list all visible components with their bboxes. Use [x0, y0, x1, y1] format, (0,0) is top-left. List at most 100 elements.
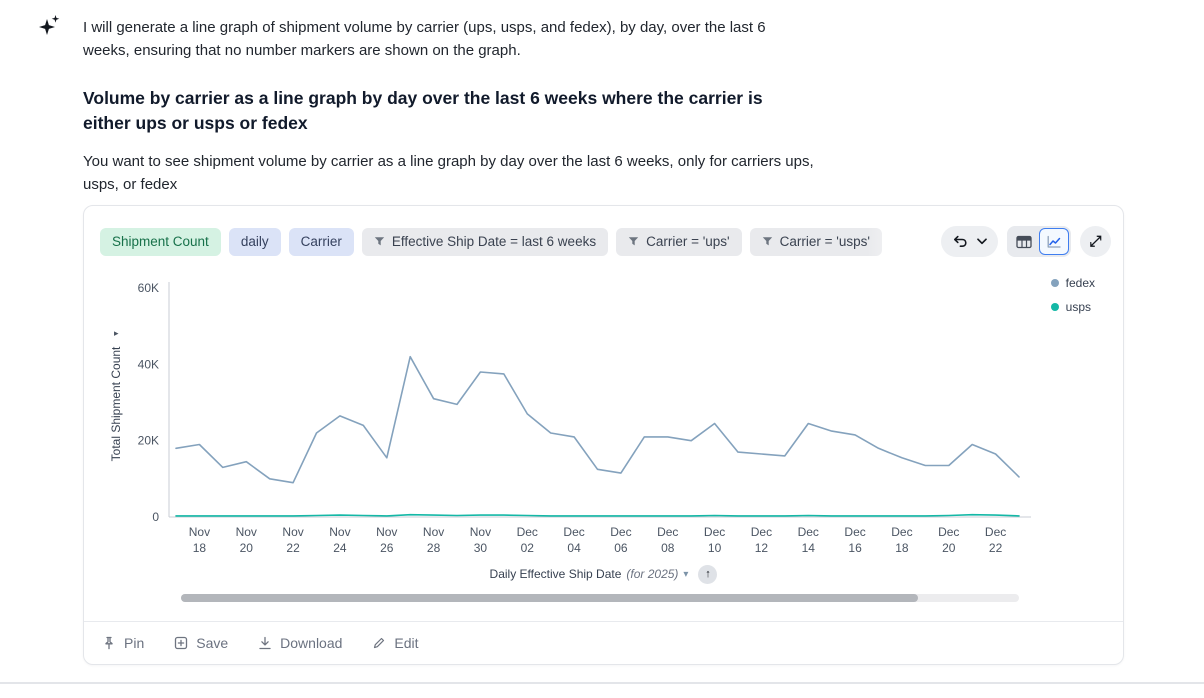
svg-text:22: 22 [286, 541, 300, 555]
pencil-icon [374, 637, 385, 649]
y-axis-caret-icon[interactable]: ▸ [114, 328, 119, 338]
chip-label: Shipment Count [112, 234, 209, 249]
query-description: You want to see shipment volume by carri… [83, 153, 814, 194]
chip-dimension-carrier[interactable]: Carrier [288, 227, 354, 256]
pin-button[interactable]: Pin [102, 635, 144, 651]
sparkle-icon [39, 15, 60, 35]
svg-text:20K: 20K [138, 434, 159, 448]
legend-label: usps [1065, 300, 1091, 314]
svg-text:Nov: Nov [423, 525, 444, 539]
funnel-icon [762, 237, 772, 246]
svg-text:60K: 60K [138, 281, 159, 295]
funnel-icon [628, 237, 639, 246]
table-icon [1016, 235, 1032, 248]
svg-text:14: 14 [802, 541, 816, 555]
svg-text:Dec: Dec [751, 525, 772, 539]
svg-text:08: 08 [661, 541, 675, 555]
chip-measure-shipment-count[interactable]: Shipment Count [100, 227, 221, 256]
x-axis-dropdown[interactable]: Daily Effective Ship Date (for 2025) ▾ [490, 567, 689, 581]
svg-text:Nov: Nov [376, 525, 397, 539]
chip-granularity-daily[interactable]: daily [228, 227, 281, 256]
card-header: Shipment Count daily Carrier Effective S… [100, 226, 1111, 257]
download-label: Download [280, 635, 343, 651]
chip-label: Carrier = 'usps' [779, 234, 870, 249]
svg-text:04: 04 [567, 541, 581, 555]
svg-text:40K: 40K [138, 357, 159, 371]
chart-view-button[interactable] [1039, 228, 1069, 255]
x-axis-suffix: (for 2025) [626, 567, 679, 581]
edit-label: Edit [394, 635, 419, 651]
page-divider [0, 682, 1204, 684]
x-axis-control-row: Daily Effective Ship Date (for 2025) ▾ ↑ [84, 562, 1123, 586]
legend-dot-fedex [1050, 279, 1059, 287]
chip-row: Shipment Count daily Carrier Effective S… [100, 227, 931, 256]
assistant-message: I will generate a line graph of shipment… [83, 19, 766, 60]
line-chart-icon [1047, 235, 1061, 248]
save-button[interactable]: Save [174, 635, 228, 651]
chip-label: daily [240, 234, 269, 249]
chip-label: Effective Ship Date = last 6 weeks [391, 234, 597, 249]
svg-text:Dec: Dec [563, 525, 584, 539]
svg-text:Nov: Nov [329, 525, 350, 539]
svg-text:0: 0 [152, 510, 159, 524]
undo-history-control[interactable] [941, 226, 998, 257]
svg-text:Nov: Nov [282, 525, 303, 539]
card-footer: Pin Save Download Edit [84, 621, 1123, 664]
chevron-down-icon [977, 238, 987, 245]
svg-text:18: 18 [895, 541, 909, 555]
horizontal-scrollbar-thumb[interactable] [181, 594, 919, 602]
legend-item-fedex[interactable]: fedex [1050, 276, 1095, 290]
svg-text:Dec: Dec [891, 525, 912, 539]
svg-text:24: 24 [333, 541, 347, 555]
edit-button[interactable]: Edit [372, 635, 419, 651]
chip-filter-carrier-ups[interactable]: Carrier = 'ups' [616, 227, 742, 256]
svg-text:Dec: Dec [517, 525, 538, 539]
svg-text:Dec: Dec [704, 525, 725, 539]
svg-text:Dec: Dec [798, 525, 819, 539]
chip-label: Carrier = 'ups' [646, 234, 730, 249]
page-title: Volume by carrier as a line graph by day… [83, 88, 763, 133]
svg-text:20: 20 [240, 541, 254, 555]
download-button[interactable]: Download [258, 635, 342, 651]
chip-filter-ship-date[interactable]: Effective Ship Date = last 6 weeks [361, 227, 609, 256]
pin-icon [105, 636, 113, 650]
svg-text:30: 30 [474, 541, 488, 555]
expand-button[interactable]: ⤢ [1080, 226, 1111, 257]
expand-icon: ⤢ [1089, 233, 1102, 250]
svg-text:12: 12 [755, 541, 769, 555]
svg-text:06: 06 [614, 541, 628, 555]
x-axis-label: Daily Effective Ship Date [489, 567, 622, 581]
svg-text:16: 16 [848, 541, 862, 555]
svg-text:Nov: Nov [236, 525, 257, 539]
svg-text:Dec: Dec [985, 525, 1006, 539]
chip-filter-carrier-usps[interactable]: Carrier = 'usps' [749, 227, 882, 256]
horizontal-scrollbar-track[interactable] [181, 594, 1019, 602]
svg-text:26: 26 [380, 541, 394, 555]
save-label: Save [196, 635, 229, 651]
legend-item-usps[interactable]: usps [1050, 300, 1095, 314]
svg-text:10: 10 [708, 541, 722, 555]
download-icon [259, 636, 271, 650]
svg-text:18: 18 [193, 541, 207, 555]
svg-text:20: 20 [942, 541, 956, 555]
funnel-icon [374, 237, 385, 246]
save-plus-icon [175, 636, 188, 650]
svg-text:Dec: Dec [610, 525, 631, 539]
view-toggle [1007, 226, 1071, 257]
table-view-button[interactable] [1009, 228, 1039, 255]
legend-label: fedex [1065, 276, 1095, 290]
svg-text:Dec: Dec [657, 525, 678, 539]
result-card: Shipment Count daily Carrier Effective S… [83, 205, 1124, 665]
caret-down-icon: ▾ [683, 568, 689, 580]
card-controls: ⤢ [941, 226, 1111, 257]
svg-text:Nov: Nov [189, 525, 210, 539]
chip-label: Carrier [300, 234, 342, 249]
undo-icon [954, 235, 967, 247]
svg-text:28: 28 [427, 541, 441, 555]
drill-up-button[interactable]: ↑ [698, 564, 718, 584]
svg-text:Dec: Dec [844, 525, 865, 539]
svg-text:Dec: Dec [938, 525, 959, 539]
svg-text:02: 02 [521, 541, 535, 555]
chart-block: 0 20K 40K 60K Nov 18 Nov 20 Nov 22 Nov 24 Nov 26 Nov 28… [84, 264, 1123, 564]
